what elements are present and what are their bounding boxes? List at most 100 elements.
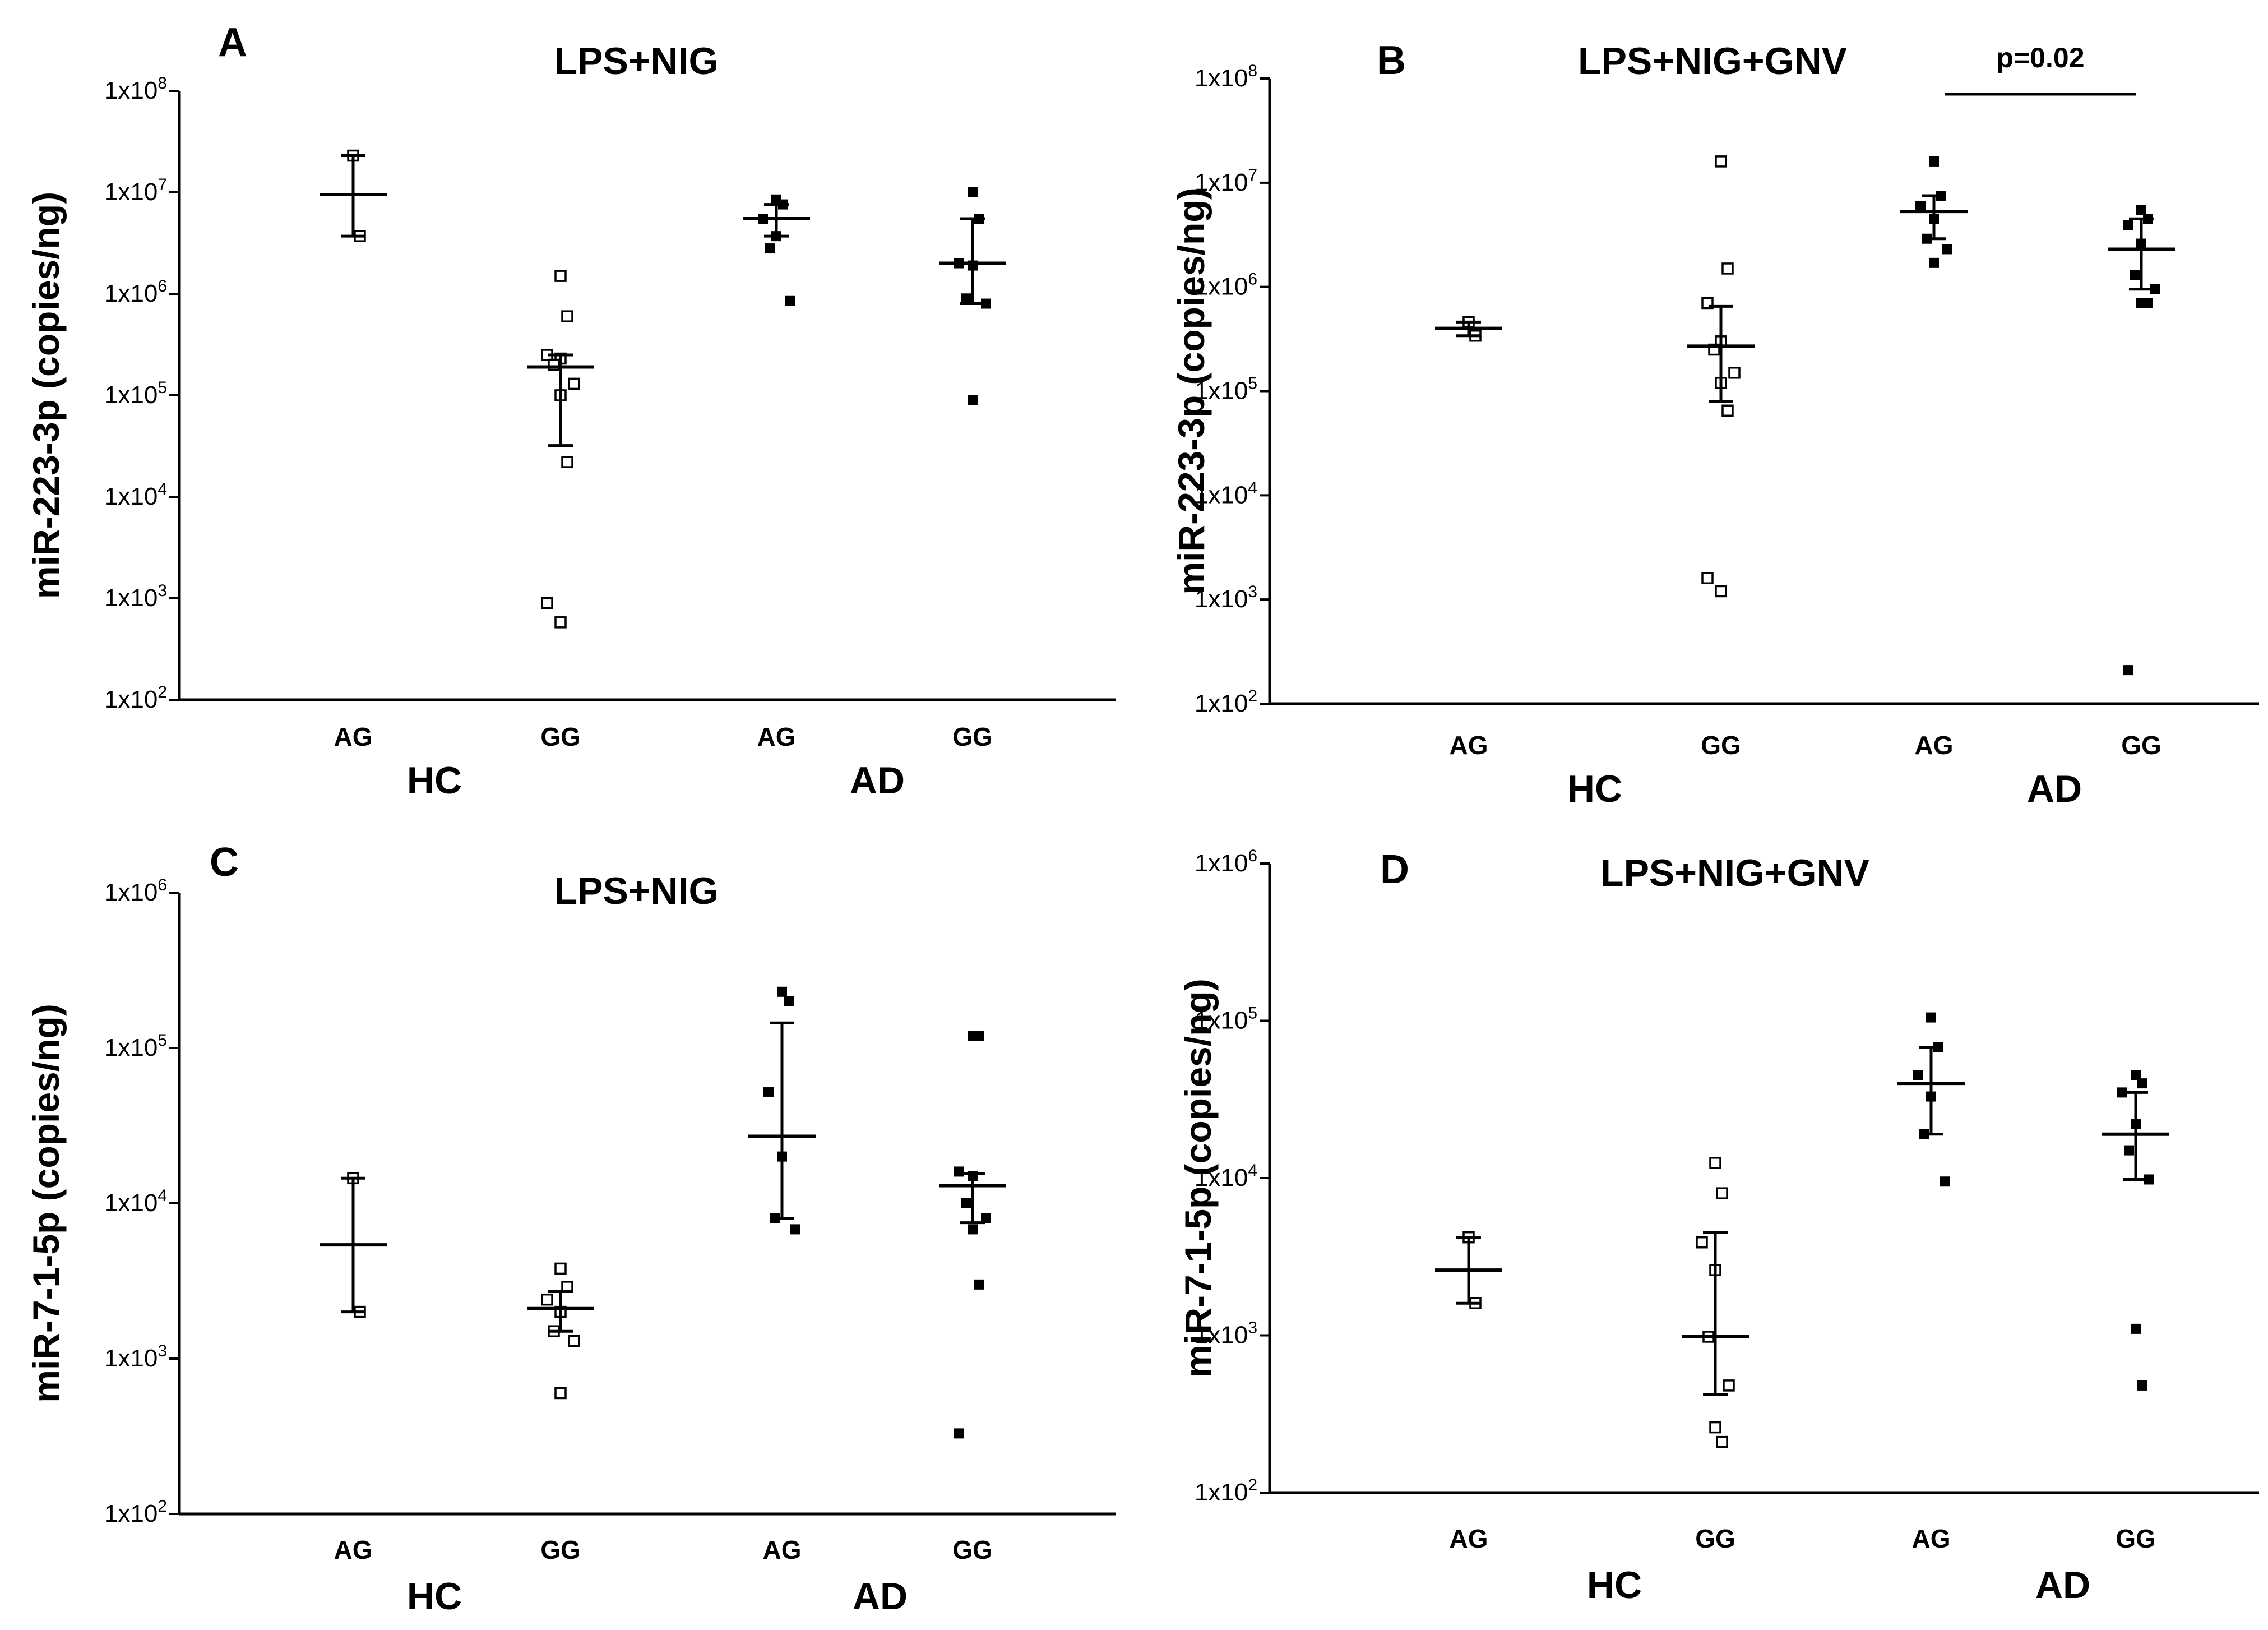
data-point [1715, 155, 1727, 168]
y-tick-exponent: 5 [1248, 375, 1257, 393]
data-point [541, 1293, 553, 1306]
y-tick-label: 1x105 [104, 378, 167, 409]
category-hc-gg [1687, 155, 1755, 598]
panel-letter: C [210, 840, 239, 885]
y-tick-label: 1x103 [104, 1342, 167, 1372]
y-tick-exponent: 2 [1248, 687, 1257, 705]
data-point [1929, 257, 1939, 268]
data-point [1926, 1012, 1936, 1023]
x-category-label: GG [1701, 731, 1741, 760]
data-point [2123, 665, 2133, 676]
y-tick-exponent: 4 [1248, 1161, 1257, 1180]
y-tick-exponent: 5 [158, 378, 167, 397]
y-tick-base: 1x10 [104, 1345, 158, 1372]
y-tick-base: 1x10 [104, 483, 158, 510]
data-point [2137, 1380, 2147, 1391]
y-tick-base: 1x10 [1195, 1007, 1248, 1035]
y-tick-label: 1x105 [1195, 375, 1257, 405]
y-tick-base: 1x10 [104, 686, 158, 713]
y-tick-base: 1x10 [1195, 169, 1248, 196]
significance-label: p=0.02 [1996, 42, 2084, 73]
y-tick-label: 1x104 [104, 1186, 167, 1217]
y-tick-exponent: 6 [158, 876, 167, 894]
data-point [785, 295, 795, 306]
y-tick-base: 1x10 [104, 584, 158, 612]
y-tick-label: 1x107 [104, 176, 167, 206]
y-tick-label: 1x106 [104, 277, 167, 307]
data-point [974, 1031, 984, 1041]
category-ad-gg [2102, 1070, 2169, 1391]
y-tick-label: 1x105 [104, 1031, 167, 1061]
category-ad-ag [748, 986, 816, 1235]
x-group-label: HC [1587, 1564, 1642, 1606]
data-point [554, 616, 567, 629]
data-point [790, 1224, 800, 1235]
data-point [1716, 1187, 1728, 1199]
y-tick-base: 1x10 [104, 879, 158, 906]
data-point [554, 270, 567, 282]
y-tick-label: 1x102 [1195, 1476, 1257, 1506]
y-tick-exponent: 5 [158, 1031, 167, 1050]
data-point [561, 310, 573, 322]
y-tick-base: 1x10 [1195, 64, 1248, 92]
category-ad-gg [939, 187, 1006, 405]
data-point [1915, 201, 1926, 211]
data-point [554, 1262, 567, 1275]
data-point [1696, 1236, 1708, 1249]
y-tick-base: 1x10 [1195, 849, 1248, 877]
x-group-label: HC [1567, 768, 1622, 810]
data-point [1709, 1157, 1721, 1169]
data-point [2150, 284, 2160, 294]
y-tick-label: 1x103 [104, 581, 167, 612]
x-category-label: AG [1912, 1524, 1951, 1553]
y-tick-exponent: 7 [1248, 166, 1257, 184]
data-point [981, 298, 991, 309]
x-category-label: AG [1450, 731, 1488, 760]
x-category-label: GG [1695, 1524, 1735, 1553]
y-tick-label: 1x105 [1195, 1004, 1257, 1035]
data-point [554, 1387, 567, 1400]
data-point [1942, 244, 1952, 255]
y-tick-exponent: 2 [158, 683, 167, 701]
data-point [968, 395, 978, 405]
y-tick-exponent: 4 [1248, 478, 1257, 497]
category-hc-gg [527, 270, 594, 629]
y-tick-exponent: 6 [1248, 270, 1257, 289]
data-point [2124, 1145, 2134, 1156]
y-tick-exponent: 2 [158, 1497, 167, 1516]
y-tick-label: 1x108 [1195, 62, 1257, 92]
y-tick-exponent: 3 [158, 1342, 167, 1360]
data-point [541, 597, 553, 609]
data-point [1929, 156, 1939, 167]
data-point [2123, 220, 2133, 230]
y-tick-label: 1x103 [1195, 583, 1257, 613]
y-tick-base: 1x10 [104, 1189, 158, 1217]
x-group-label: HC [407, 1575, 462, 1618]
chart-title: LPS+NIG [554, 40, 719, 82]
y-tick-exponent: 3 [1248, 1319, 1257, 1337]
y-tick-base: 1x10 [1195, 377, 1248, 405]
y-tick-exponent: 6 [1248, 847, 1257, 865]
x-category-label: AG [757, 722, 796, 751]
panel-letter: B [1377, 38, 1406, 83]
x-group-label: AD [2035, 1564, 2090, 1606]
data-point [2117, 1087, 2127, 1098]
y-tick-label: 1x104 [104, 480, 167, 510]
x-category-label: AG [1450, 1524, 1488, 1553]
y-tick-base: 1x10 [104, 381, 158, 409]
y-tick-label: 1x103 [1195, 1319, 1257, 1349]
data-point [1723, 1379, 1735, 1392]
data-point [968, 187, 978, 197]
data-point [1709, 1421, 1721, 1434]
x-category-label: GG [2116, 1524, 2156, 1553]
data-point [1728, 367, 1741, 379]
x-category-label: GG [540, 722, 581, 751]
panel-letter: D [1380, 847, 1409, 892]
data-point [961, 293, 971, 304]
y-tick-exponent: 3 [1248, 583, 1257, 601]
y-tick-label: 1x102 [104, 683, 167, 713]
x-group-label: AD [2027, 768, 2082, 810]
y-axis-label: miR-7-1-5p (copies/ng) [1177, 978, 1219, 1377]
y-tick-exponent: 8 [1248, 62, 1257, 80]
